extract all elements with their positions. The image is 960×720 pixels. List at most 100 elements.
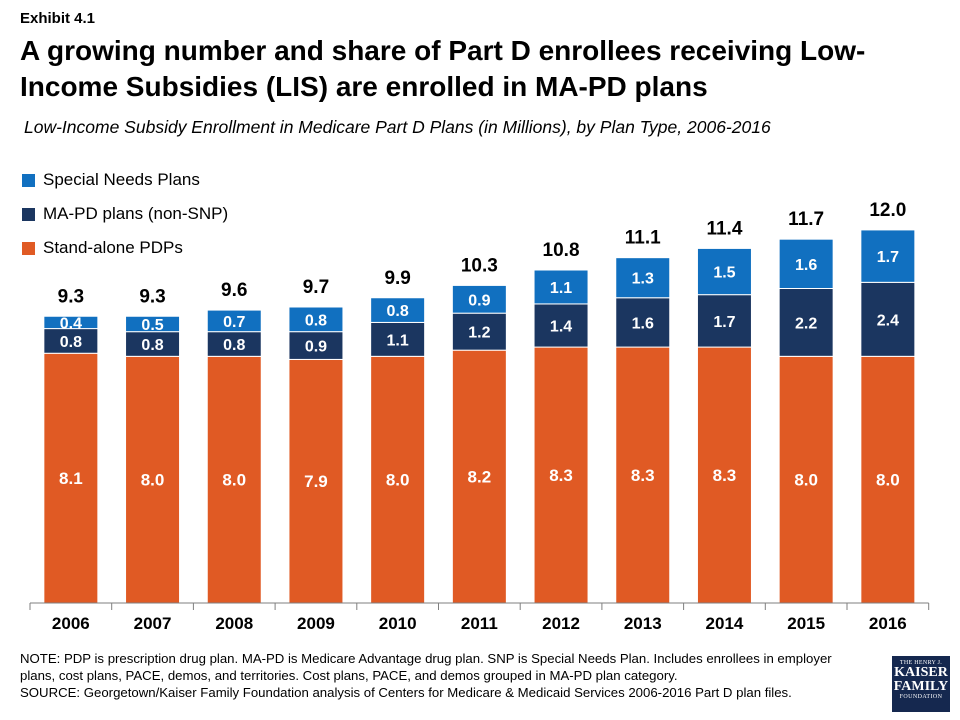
data-label-1-2015: 2.2 [795,315,817,332]
bar-segment-0-2007 [125,355,181,604]
data-label-0-2006: 8.1 [59,469,83,488]
bar-segment-1-2016 [860,281,916,357]
chart-title: A growing number and share of Part D enr… [20,35,866,102]
total-label-2009: 9.7 [303,277,329,298]
bar-segment-2-2006 [43,315,99,330]
legend-swatch-snp [22,173,35,187]
logo-line-3: FAMILY [893,679,949,694]
data-label-0-2011: 8.2 [468,468,492,487]
data-label-2-2010: 0.8 [387,303,409,320]
data-label-2-2013: 1.3 [632,271,654,288]
x-tick-label-2010: 2010 [379,614,417,633]
data-label-1-2013: 1.6 [632,315,654,332]
bar-segment-0-2013 [615,346,671,604]
data-label-1-2008: 0.8 [223,337,245,354]
bar-segment-1-2007 [125,331,181,357]
x-tick-label-2015: 2015 [787,614,825,633]
logo-line-1: THE HENRY J. [899,660,943,666]
legend-label-mapd: MA-PD plans (non-SNP) [43,204,229,223]
data-label-1-2012: 1.4 [550,319,572,336]
bar-segment-1-2013 [615,297,671,348]
data-label-1-2009: 0.9 [305,339,327,356]
bar-segment-1-2011 [451,312,507,351]
total-label-2013: 11.1 [625,228,661,249]
data-label-2-2016: 1.7 [877,249,899,266]
bar-segment-2-2010 [370,297,426,323]
data-label-0-2010: 8.0 [386,471,410,490]
legend: Special Needs Plans MA-PD plans (non-SNP… [22,163,228,265]
data-label-2-2006: 0.4 [60,315,82,332]
data-label-2-2014: 1.5 [713,265,735,282]
total-label-2016: 12.0 [869,200,906,221]
data-label-1-2010: 1.1 [387,332,409,349]
data-label-1-2011: 1.2 [468,325,490,342]
bar-segment-1-2009 [288,331,344,360]
x-tick-label-2007: 2007 [134,614,172,633]
bar-segment-2-2011 [451,284,507,314]
data-label-1-2014: 1.7 [713,314,735,331]
total-label-2015: 11.7 [788,209,824,230]
legend-item-snp: Special Needs Plans [22,163,228,197]
source-text: SOURCE: Georgetown/Kaiser Family Foundat… [20,685,792,700]
x-tick-label-2009: 2009 [297,614,335,633]
bar-segment-0-2016 [860,355,916,604]
bar-segment-1-2014 [696,294,752,348]
total-label-2014: 11.4 [706,218,742,239]
bar-segment-0-2009 [288,358,344,604]
data-label-0-2013: 8.3 [631,466,655,485]
bar-segment-1-2010 [370,321,426,357]
data-label-2-2009: 0.8 [305,312,327,329]
data-label-2-2011: 0.9 [468,292,490,309]
x-tick-label-2014: 2014 [706,614,744,633]
bar-segment-0-2015 [778,355,834,604]
kff-logo: THE HENRY J. KAISER FAMILY FOUNDATION [892,656,950,712]
x-tick-label-2012: 2012 [542,614,580,633]
footnote: NOTE: PDP is prescription drug plan. MA-… [20,650,865,701]
data-label-2-2012: 1.1 [550,280,572,297]
logo-line-2: KAISER [894,665,948,680]
bar-segment-0-2006 [43,352,99,604]
legend-swatch-mapd [22,207,35,221]
bar-segment-2-2009 [288,306,344,333]
data-label-0-2009: 7.9 [304,472,328,491]
data-label-0-2012: 8.3 [549,466,573,485]
chart-subtitle: Low-Income Subsidy Enrollment in Medicar… [24,117,771,137]
total-label-2012: 10.8 [543,240,580,261]
exhibit-label: Exhibit 4.1 [20,10,96,27]
data-label-1-2007: 0.8 [141,337,163,354]
total-label-2007: 9.3 [139,286,165,307]
bar-segment-2-2013 [615,257,671,299]
data-label-0-2014: 8.3 [713,466,737,485]
legend-item-mapd: MA-PD plans (non-SNP) [22,197,228,231]
bar-segment-2-2015 [778,238,834,290]
data-label-1-2016: 2.4 [877,312,899,329]
data-label-0-2015: 8.0 [794,471,818,490]
logo-line-4: FOUNDATION [899,694,943,700]
bar-segment-2-2012 [533,269,589,305]
legend-item-pdp: Stand-alone PDPs [22,231,228,265]
x-tick-label-2013: 2013 [624,614,662,633]
x-tick-label-2006: 2006 [52,614,90,633]
data-label-0-2016: 8.0 [876,471,900,490]
x-tick-label-2008: 2008 [215,614,253,633]
legend-label-snp: Special Needs Plans [43,170,200,189]
bar-segment-0-2012 [533,346,589,604]
bar-segment-2-2008 [206,309,262,333]
data-label-0-2008: 8.0 [222,471,246,490]
data-label-2-2015: 1.6 [795,257,817,274]
x-tick-label-2016: 2016 [869,614,907,633]
x-tick-label-2011: 2011 [461,614,498,633]
note-text: NOTE: PDP is prescription drug plan. MA-… [20,651,832,683]
bar-segment-0-2011 [451,349,507,604]
bar-segment-1-2008 [206,331,262,357]
total-label-2006: 9.3 [58,286,84,307]
bar-segment-2-2007 [125,315,181,333]
data-label-0-2007: 8.0 [141,471,165,490]
total-label-2008: 9.6 [221,280,247,301]
bar-segment-2-2014 [696,247,752,296]
data-label-2-2008: 0.7 [223,314,245,331]
data-label-2-2007: 0.5 [141,317,163,334]
total-label-2010: 9.9 [384,268,410,289]
bar-segment-1-2006 [43,328,99,354]
